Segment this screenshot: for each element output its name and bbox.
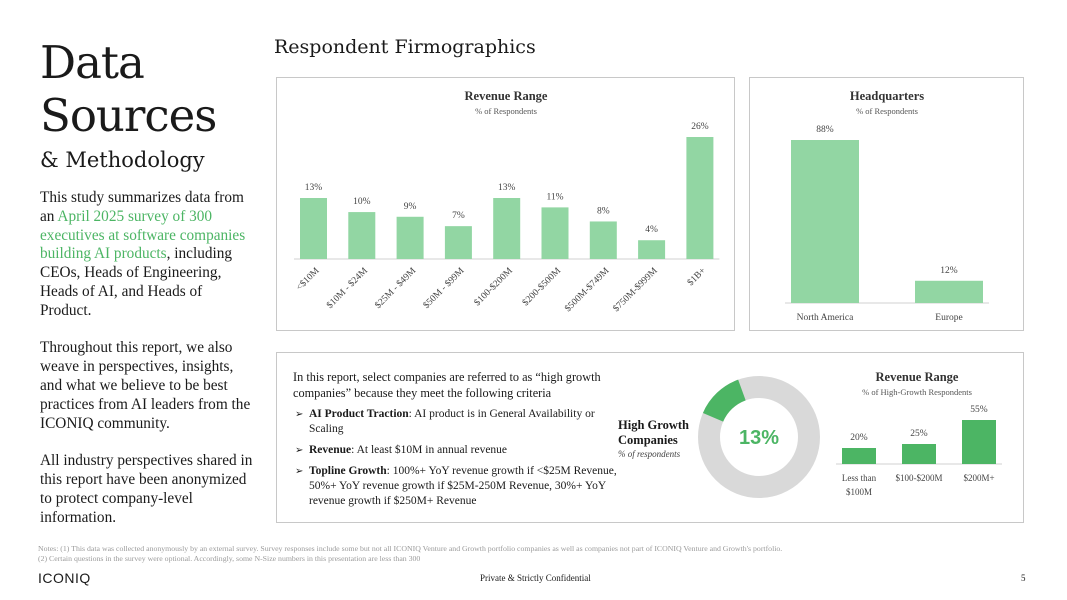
- category-label: Europe: [935, 313, 962, 323]
- intro-text: This study summarizes data from an April…: [40, 189, 255, 546]
- category-label: $100M: [846, 487, 872, 497]
- bar-value-label: 55%: [970, 405, 988, 415]
- bar-value-label: 20%: [850, 433, 868, 443]
- arrow-bullet-icon: ➢: [295, 445, 304, 456]
- high-growth-revenue-chart: Revenue Range % of High-Growth Respondent…: [836, 370, 1002, 497]
- headquarters-panel: Headquarters % of Respondents 88% North Ame…: [749, 77, 1024, 331]
- page-title: Data Sources: [40, 36, 217, 142]
- category-label: $200-$500M: [520, 265, 563, 308]
- high-growth-panel: In this report, select companies are ref…: [276, 352, 1024, 523]
- bar: [541, 207, 569, 259]
- bar: [902, 444, 936, 464]
- bar: [962, 420, 996, 464]
- iconiq-logo: ICONIQ: [38, 570, 91, 586]
- criteria-term: Revenue: [309, 444, 352, 456]
- intro-p1-highlight: April 2025 survey of 300 executives at s…: [40, 207, 246, 263]
- bar-value-label: 9%: [404, 202, 417, 212]
- category-label: $10M - $24M: [324, 265, 370, 311]
- bar: [396, 216, 424, 259]
- high-growth-label: High Growth Companies: [618, 418, 689, 447]
- criteria-item: ➢ AI Product Traction: AI product is in …: [295, 407, 617, 437]
- criteria-term: AI Product Traction: [309, 408, 409, 420]
- footnote-2: (2) Certain questions in the survey were…: [38, 554, 421, 563]
- bar: [348, 212, 376, 259]
- bar-value-label: 4%: [645, 225, 658, 235]
- bar: [638, 240, 666, 259]
- headquarters-chart: Headquarters % of Respondents 88% North Ame…: [785, 89, 989, 323]
- category-label: $25M - $49M: [373, 265, 419, 311]
- chart-title: Headquarters: [850, 89, 924, 103]
- bar: [493, 198, 521, 259]
- bar: [842, 448, 876, 464]
- bar-value-label: 13%: [305, 183, 323, 193]
- bar: [686, 137, 714, 259]
- category-label: $100-$200M: [896, 473, 943, 483]
- section-title: Respondent Firmographics: [274, 36, 536, 58]
- category-label: $50M - $99M: [421, 265, 467, 311]
- chart-title: Revenue Range: [876, 370, 959, 384]
- intro-p1-start: This study summarizes data from an: [40, 189, 244, 225]
- title-line-1: Data: [40, 36, 145, 89]
- category-label: $200M+: [963, 473, 994, 483]
- chart-subtitle: % of Respondents: [856, 106, 918, 116]
- bar-value-label: 88%: [816, 125, 834, 135]
- criteria-term: Topline Growth: [309, 465, 387, 477]
- footnote-1: Notes: (1) This data was collected anony…: [38, 544, 783, 553]
- donut-center-label: 13%: [739, 427, 779, 449]
- bar-value-label: 8%: [597, 206, 610, 216]
- intro-paragraph-3: All industry perspectives shared in this…: [40, 452, 253, 526]
- bar-value-label: 10%: [353, 197, 371, 207]
- criteria-text: : At least $10M in annual revenue: [351, 444, 508, 456]
- donut-slice: [702, 379, 747, 423]
- chart-subtitle: % of Respondents: [475, 106, 537, 116]
- high-growth-intro: In this report, select companies are ref…: [293, 370, 601, 400]
- category-label: <$10M: [294, 265, 322, 293]
- category-label: Less than: [842, 473, 877, 483]
- criteria-item: ➢ Revenue: At least $10M in annual reven…: [295, 443, 617, 458]
- chart-title: Revenue Range: [465, 89, 548, 103]
- criteria-item: ➢ Topline Growth: 100%+ YoY revenue grow…: [295, 464, 617, 509]
- chart-subtitle: % of High-Growth Respondents: [862, 387, 972, 397]
- intro-p1-end: , including CEOs, Heads of Engineering, …: [40, 245, 233, 319]
- page-subtitle: & Methodology: [40, 148, 205, 172]
- category-label: North America: [797, 313, 855, 323]
- bar: [791, 140, 859, 303]
- high-growth-donut-chart: 13%: [698, 376, 820, 498]
- bar-value-label: 11%: [546, 192, 563, 202]
- arrow-bullet-icon: ➢: [295, 409, 304, 420]
- criteria-list: ➢ AI Product Traction: AI product is in …: [295, 407, 617, 515]
- confidential-label: Private & Strictly Confidential: [480, 573, 591, 583]
- intro-paragraph-1: This study summarizes data from an April…: [40, 189, 255, 321]
- bar: [444, 226, 472, 259]
- category-label: $100-$200M: [472, 265, 515, 308]
- title-line-2: Sources: [40, 89, 217, 142]
- category-label: $1B+: [685, 265, 708, 288]
- criteria-text: : 100%+ YoY revenue growth if <$25M Reve…: [309, 465, 617, 507]
- category-label: $500M-$749M: [563, 265, 612, 314]
- bar-value-label: 26%: [691, 122, 709, 132]
- donut-slice: [698, 376, 820, 498]
- page-number: 5: [1021, 573, 1026, 583]
- revenue-range-panel: Revenue Range % of Respondents 13% <$10M 10%…: [276, 77, 735, 331]
- category-label: $750M-$999M: [611, 265, 660, 314]
- footnotes: Notes: (1) This data was collected anony…: [38, 544, 1018, 564]
- bar-value-label: 7%: [452, 211, 465, 221]
- high-growth-note: % of respondents: [618, 449, 681, 459]
- bar: [915, 280, 983, 303]
- bar: [300, 198, 327, 259]
- bar-value-label: 25%: [910, 429, 928, 439]
- bar-value-label: 13%: [498, 183, 516, 193]
- intro-paragraph-2: Throughout this report, we also weave in…: [40, 339, 251, 432]
- criteria-text: : AI product is in General Availability …: [309, 408, 595, 435]
- arrow-bullet-icon: ➢: [295, 466, 304, 477]
- revenue-range-chart: Revenue Range % of Respondents 13% <$10M 10%…: [294, 89, 720, 314]
- bar: [589, 221, 617, 259]
- bar-value-label: 12%: [940, 266, 958, 276]
